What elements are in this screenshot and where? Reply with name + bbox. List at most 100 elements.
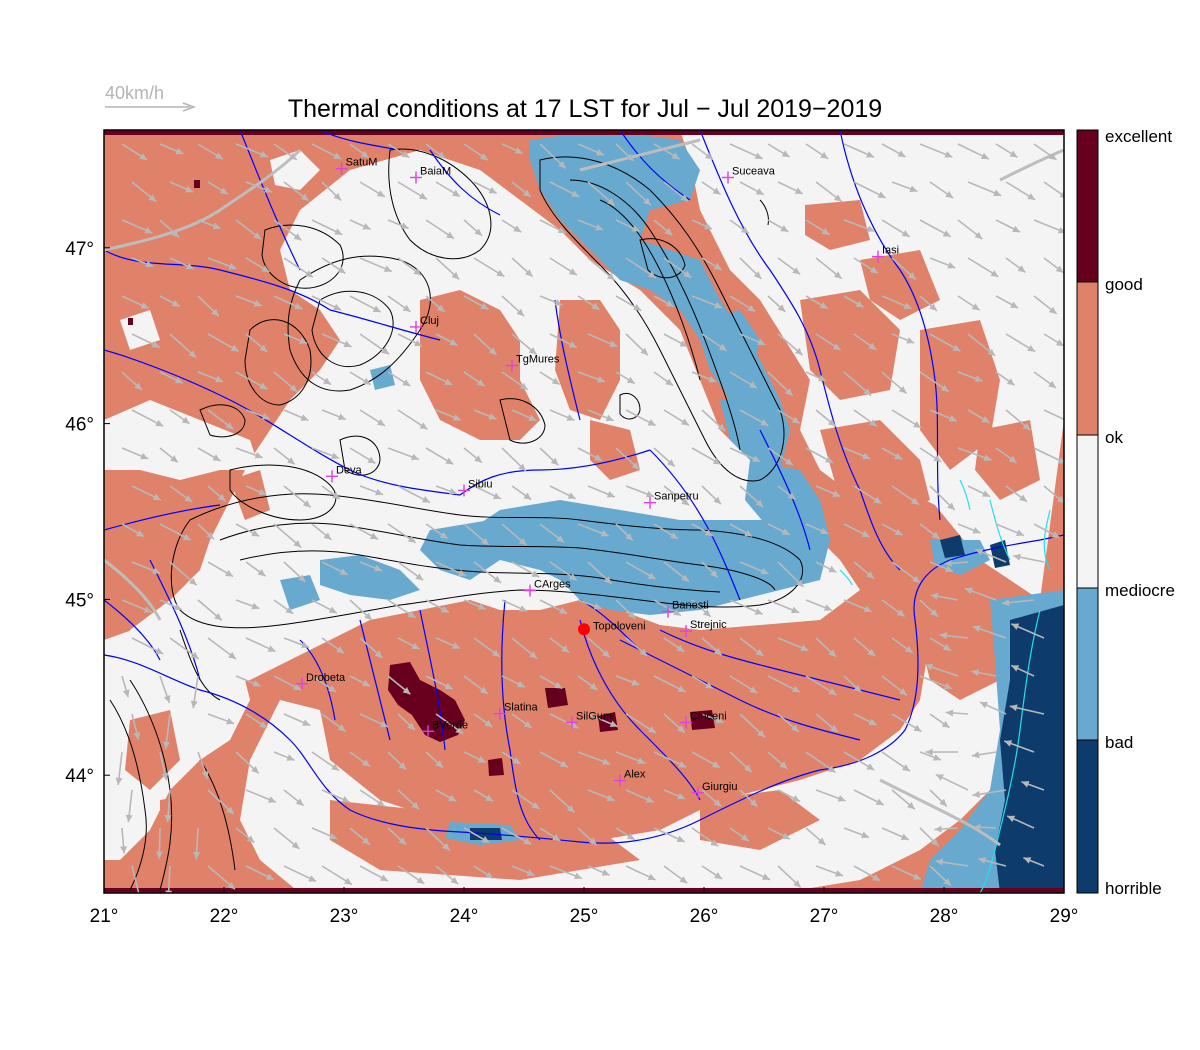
wind-arrow — [1033, 295, 1058, 315]
city-silgum: SilGum — [566, 710, 612, 729]
legend-label-good: good — [1105, 275, 1143, 294]
wind-arrow — [701, 485, 722, 505]
city-label: SilGum — [576, 710, 612, 722]
wind-arrow — [995, 371, 1016, 386]
wind-arrow — [235, 751, 260, 774]
wind-arrow — [1043, 257, 1064, 274]
wind-arrow — [501, 827, 532, 846]
wind-arrow — [539, 675, 563, 690]
wind-arrow — [691, 751, 721, 769]
wind-arrow — [587, 485, 616, 498]
wind-arrow — [197, 523, 215, 540]
wind-arrow — [321, 409, 347, 421]
wind-arrow — [321, 485, 341, 500]
wind-arrow — [425, 599, 450, 614]
wind-arrow — [691, 371, 717, 383]
wind-arrow — [577, 219, 604, 231]
wind-arrow — [359, 789, 386, 808]
wind-arrow — [767, 523, 791, 536]
roads — [104, 138, 1064, 847]
wind-arrow — [207, 713, 235, 725]
wind-arrow — [435, 333, 458, 347]
wind-arrow — [625, 181, 652, 206]
wind-arrow — [891, 789, 916, 810]
wind-arrow — [767, 675, 801, 693]
wind-arrow — [131, 181, 157, 203]
wind-arrow — [169, 333, 197, 359]
wind-arrow — [235, 371, 268, 390]
legend-ok — [1077, 435, 1098, 588]
wind-arrow — [121, 599, 153, 614]
wind-arrow — [653, 219, 673, 236]
wind-arrow — [777, 485, 797, 501]
city-label: BaiaM — [420, 165, 451, 177]
wind-arrow — [843, 219, 875, 233]
wind-arrow — [207, 333, 240, 353]
wind-arrow — [435, 713, 464, 735]
wind-arrow — [653, 675, 687, 693]
wind-arrow — [653, 751, 687, 768]
wind-arrow — [978, 857, 1007, 867]
wind-arrow — [207, 789, 235, 815]
wind-arrow — [121, 143, 148, 161]
wind-arrow — [777, 789, 801, 803]
wind-arrow — [625, 637, 648, 657]
wind-arrow — [473, 257, 505, 278]
wind-arrow — [815, 865, 844, 877]
wind-arrow — [425, 751, 444, 769]
wind-arrow — [473, 637, 501, 658]
wind-arrow — [653, 371, 674, 387]
wind-arrow — [815, 485, 841, 498]
wind-arrow — [929, 789, 948, 807]
wind-arrow — [881, 447, 903, 461]
wind-arrow — [919, 143, 953, 158]
wind-arrow — [691, 295, 723, 309]
wind-arrow — [245, 713, 268, 729]
wind-arrow — [425, 447, 454, 465]
wind-arrow — [929, 865, 952, 887]
x-tick-label: 21° — [90, 906, 119, 927]
wind-arrow — [207, 561, 234, 578]
city-iasi: Iasi — [872, 245, 899, 263]
wind-arrow — [881, 371, 907, 395]
wind-arrow — [473, 409, 497, 420]
wind-arrow — [691, 675, 714, 690]
city-tgmures: TgMures — [506, 354, 560, 372]
wind-arrow — [463, 827, 490, 844]
wind-arrow — [919, 675, 953, 690]
wind-arrow — [853, 485, 882, 505]
city-bverde: BVerde — [422, 719, 468, 738]
wind-arrow — [815, 561, 837, 573]
legend-label-horrible: horrible — [1105, 879, 1162, 898]
wind-arrow — [929, 181, 954, 199]
wind-arrow — [843, 371, 872, 397]
wind-arrow — [235, 143, 269, 158]
wind-arrow — [1006, 815, 1035, 829]
wind-arrow — [815, 333, 842, 351]
wind-arrow — [881, 675, 908, 696]
wind-arrow — [919, 827, 940, 847]
wind-arrow — [929, 485, 956, 511]
wind-arrow — [701, 181, 721, 196]
wind-arrow — [919, 371, 950, 393]
wind-arrow — [805, 371, 827, 382]
wind-arrow — [463, 219, 483, 237]
wind-arrow — [972, 625, 1007, 639]
wind-arrow — [701, 789, 722, 808]
wind-arrow — [549, 561, 578, 582]
wind-arrow — [691, 143, 714, 161]
wind-arrow — [587, 181, 616, 207]
wind-arrow — [273, 371, 298, 393]
wind-arrow — [957, 295, 981, 311]
wind-arrow — [729, 675, 758, 694]
legend-colorbar: excellent good ok mediocre bad horrible — [1076, 127, 1175, 898]
wind-arrow — [767, 219, 789, 233]
wind-arrow — [971, 669, 997, 677]
wind-arrow — [945, 709, 969, 717]
site-label: Topoloveni — [593, 620, 646, 632]
city-banesti: Banesti — [662, 600, 709, 618]
wind-arrow — [729, 219, 750, 235]
x-tick-label: 27° — [810, 906, 839, 927]
wind-arrow — [767, 751, 788, 770]
wind-arrow — [891, 181, 918, 193]
